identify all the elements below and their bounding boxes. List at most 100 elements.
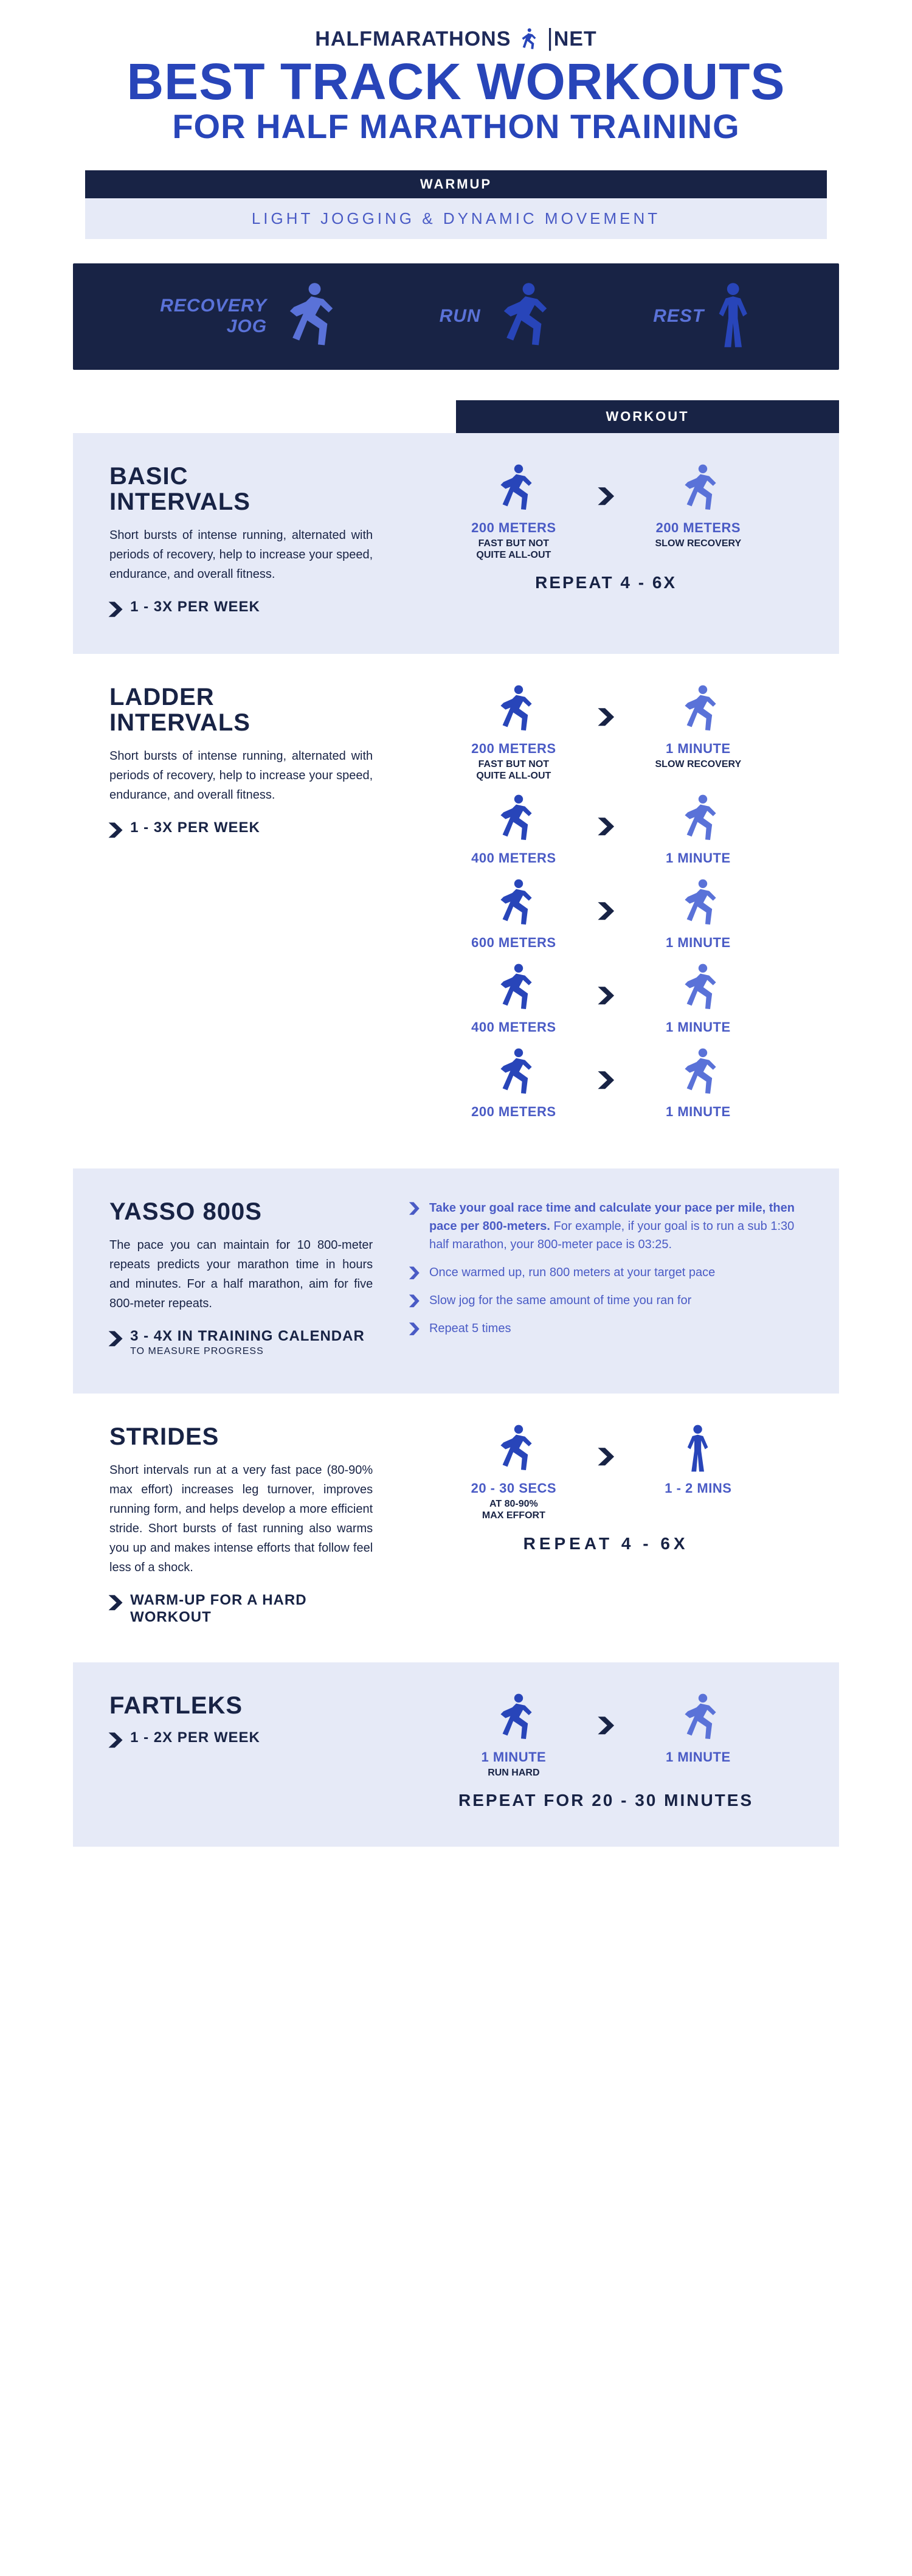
interval-note: AT 80-90%MAX EFFORT <box>453 1498 575 1521</box>
instruction-item: ❯ Take your goal race time and calculate… <box>409 1199 803 1254</box>
legend-label: REST <box>653 306 704 327</box>
running-icon <box>492 1465 536 1475</box>
interval-cell: 200 METERS <box>453 1047 575 1120</box>
legend-item: RECOVERYJOG <box>160 282 338 352</box>
logo-net: NET <box>554 27 597 50</box>
interval-distance: 1 MINUTE <box>637 1749 759 1765</box>
running-icon <box>492 282 552 352</box>
section-title: STRIDES <box>109 1424 373 1449</box>
repeat-text: REPEAT FOR 20 - 30 MINUTES <box>409 1791 803 1810</box>
running-icon <box>676 919 720 929</box>
site-logo: HALFMARATHONS |NET <box>36 24 876 52</box>
interval-cell: 1 MINUTE <box>637 878 759 951</box>
interval-distance: 200 METERS <box>453 1104 575 1120</box>
bullet-icon: ❯ <box>407 1319 421 1338</box>
instruction-list: ❯ Take your goal race time and calculate… <box>409 1199 803 1338</box>
interval-row: 1 MINUTE RUN HARD❯ 1 MINUTE <box>409 1693 803 1779</box>
frequency-row: ❯ 1 - 3X PER WEEK <box>109 599 373 617</box>
workout-section-fartleks: FARTLEKS ❯ 1 - 2X PER WEEK 1 MINUTE RUN H… <box>73 1662 839 1847</box>
repeat-text: REPEAT 4 - 6X <box>409 1534 803 1554</box>
legend-label: RECOVERYJOG <box>160 296 267 337</box>
interval-distance: 400 METERS <box>453 850 575 866</box>
interval-distance: 600 METERS <box>453 935 575 951</box>
interval-distance: 200 METERS <box>453 741 575 757</box>
interval-row: 200 METERS FAST BUT NOTQUITE ALL-OUT ❯ 1 … <box>409 684 803 782</box>
frequency-row: ❯ 1 - 2X PER WEEK <box>109 1729 373 1748</box>
section-title: LADDERINTERVALS <box>109 684 373 735</box>
section-description: Short bursts of intense running, alterna… <box>109 746 373 805</box>
running-icon <box>676 725 720 735</box>
running-icon <box>492 504 536 515</box>
arrow-icon: ❯ <box>106 1731 125 1748</box>
interval-distance: 1 MINUTE <box>637 850 759 866</box>
workout-section-yasso: YASSO 800S The pace you can maintain for … <box>73 1168 839 1394</box>
interval-cell: 400 METERS <box>453 794 575 866</box>
running-icon <box>676 1088 720 1099</box>
interval-distance: 1 - 2 MINS <box>637 1481 759 1496</box>
arrow-icon: ❯ <box>595 1445 618 1465</box>
running-icon <box>676 1734 720 1744</box>
interval-cell: 20 - 30 SECS AT 80-90%MAX EFFORT <box>453 1424 575 1521</box>
logo-right: MARATHONS <box>373 27 511 50</box>
interval-distance: 1 MINUTE <box>637 1019 759 1035</box>
arrow-icon: ❯ <box>595 900 618 920</box>
running-icon <box>676 1004 720 1014</box>
interval-cell: 200 METERS SLOW RECOVERY <box>637 463 759 549</box>
section-title: FARTLEKS <box>109 1693 373 1718</box>
running-icon <box>492 835 536 845</box>
section-description: Short intervals run at a very fast pace … <box>109 1460 373 1577</box>
workout-tab: WORKOUT <box>456 400 839 433</box>
legend-item: RUN <box>440 282 552 352</box>
frequency-text: 1 - 2X PER WEEK <box>130 1729 260 1746</box>
interval-cell: 1 MINUTE SLOW RECOVERY <box>637 684 759 770</box>
arrow-icon: ❯ <box>595 706 618 726</box>
interval-distance: 200 METERS <box>453 520 575 536</box>
instruction-text: Take your goal race time and calculate y… <box>429 1199 803 1254</box>
running-icon <box>492 1004 536 1014</box>
interval-note: FAST BUT NOTQUITE ALL-OUT <box>453 538 575 561</box>
interval-distance: 1 MINUTE <box>637 741 759 757</box>
page-title: BEST TRACK WORKOUTS <box>36 58 876 106</box>
frequency-text: 3 - 4X IN TRAINING CALENDAR <box>130 1328 365 1345</box>
instruction-item: ❯ Once warmed up, run 800 meters at your… <box>409 1263 803 1282</box>
arrow-icon: ❯ <box>595 815 618 835</box>
interval-note: RUN HARD <box>453 1767 575 1779</box>
frequency-row: ❯ 1 - 3X PER WEEK <box>109 819 373 838</box>
interval-distance: 400 METERS <box>453 1019 575 1035</box>
interval-cell: 1 MINUTE <box>637 794 759 866</box>
arrow-icon: ❯ <box>106 1593 125 1611</box>
arrow-icon: ❯ <box>106 600 125 617</box>
running-icon <box>492 1088 536 1099</box>
repeat-text: REPEAT 4 - 6X <box>409 573 803 592</box>
interval-note: FAST BUT NOTQUITE ALL-OUT <box>453 759 575 782</box>
section-title: YASSO 800S <box>109 1199 373 1224</box>
section-description: The pace you can maintain for 10 800-met… <box>109 1235 373 1313</box>
standing-icon <box>715 282 752 352</box>
interval-row: 20 - 30 SECS AT 80-90%MAX EFFORT ❯ 1 - 2 … <box>409 1424 803 1521</box>
running-icon <box>676 835 720 845</box>
instruction-text: Slow jog for the same amount of time you… <box>429 1291 691 1310</box>
instruction-item: ❯ Slow jog for the same amount of time y… <box>409 1291 803 1310</box>
bullet-icon: ❯ <box>407 1199 421 1254</box>
interval-distance: 1 MINUTE <box>637 1104 759 1120</box>
interval-cell: 1 - 2 MINS <box>637 1424 759 1496</box>
interval-cell: 1 MINUTE <box>637 1693 759 1765</box>
interval-distance: 1 MINUTE <box>453 1749 575 1765</box>
section-title: BASICINTERVALS <box>109 463 373 515</box>
frequency-text: 1 - 3X PER WEEK <box>130 599 260 616</box>
legend-label: RUN <box>440 306 481 327</box>
workout-section-basic: BASICINTERVALSShort bursts of intense ru… <box>73 433 839 654</box>
instruction-text: Once warmed up, run 800 meters at your t… <box>429 1263 715 1282</box>
legend-panel: RECOVERYJOG RUN REST <box>73 263 839 370</box>
instruction-text: Repeat 5 times <box>429 1319 511 1338</box>
running-icon <box>676 504 720 515</box>
frequency-text: 1 - 3X PER WEEK <box>130 819 260 836</box>
workout-section-strides: STRIDES Short intervals run at a very fas… <box>73 1394 839 1662</box>
frequency-text: WARM-UP FOR A HARD WORKOUT <box>130 1592 373 1626</box>
interval-row: 200 METERS ❯ 1 MINUTE <box>409 1047 803 1120</box>
interval-distance: 20 - 30 SECS <box>453 1481 575 1496</box>
running-icon <box>278 282 338 352</box>
arrow-icon: ❯ <box>595 485 618 505</box>
interval-distance: 200 METERS <box>637 520 759 536</box>
frequency-row: ❯ WARM-UP FOR A HARD WORKOUT <box>109 1592 373 1626</box>
